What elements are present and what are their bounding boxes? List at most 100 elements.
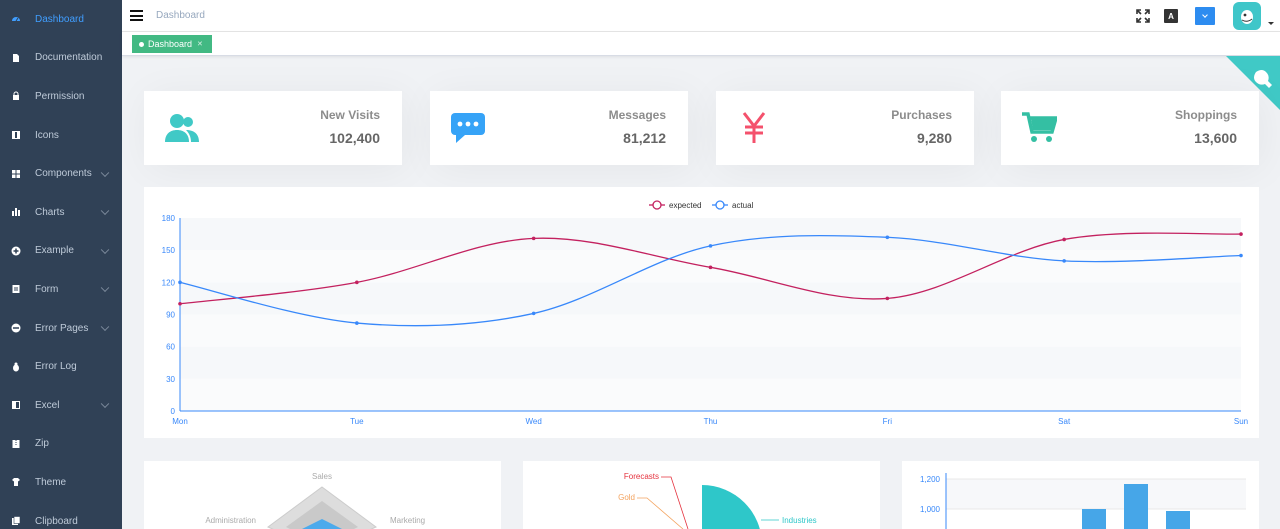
bug-icon xyxy=(11,362,21,372)
sidebar-item-label: Components xyxy=(35,168,92,180)
data-point-actual[interactable] xyxy=(531,311,536,316)
pie-label: Industries xyxy=(782,516,817,525)
data-point-actual[interactable] xyxy=(1062,259,1066,263)
github-corner-icon[interactable] xyxy=(1226,56,1280,110)
breadcrumb[interactable]: Dashboard xyxy=(156,10,205,21)
avatar-image xyxy=(1241,10,1253,24)
sidebar-item-label: Theme xyxy=(35,476,67,488)
panel-value: 13,600 xyxy=(1194,130,1237,146)
y-tick-label: 1,200 xyxy=(920,475,941,484)
sidebar-item-label: Clipboard xyxy=(35,515,78,527)
sidebar-item-label: Dashboard xyxy=(35,13,84,25)
avatar-caret-icon[interactable] xyxy=(1268,22,1274,25)
line-chart-card: 0 30 60 90 120 150 180 Mon Tue Wed Thu Fri Sat Sun exp… xyxy=(144,187,1259,438)
sidebar-item-components[interactable]: Components xyxy=(0,154,122,193)
lock-icon xyxy=(11,91,21,101)
panel-text: Purchases 9,280 xyxy=(891,108,952,146)
tag-dashboard[interactable]: Dashboard ✕ xyxy=(132,35,212,53)
x-tick-label: Sat xyxy=(1058,417,1071,426)
panel-purchases[interactable]: Purchases 9,280 xyxy=(716,91,974,165)
language-icon[interactable]: A xyxy=(1164,9,1178,23)
tags-view: Dashboard ✕ xyxy=(122,32,1280,56)
radar-indicator-label: Marketing xyxy=(390,516,425,525)
pie-slice-industries[interactable] xyxy=(702,485,762,529)
sidebar-item-form[interactable]: Form xyxy=(0,270,122,309)
sidebar-item-excel[interactable]: Excel xyxy=(0,386,122,425)
data-point-actual[interactable] xyxy=(178,280,182,285)
x-tick-label: Tue xyxy=(350,417,364,426)
chevron-down-icon xyxy=(100,168,110,177)
legend-label: expected xyxy=(669,201,701,210)
panel-value: 102,400 xyxy=(329,130,380,146)
legend-item-expected[interactable]: expected xyxy=(649,200,701,210)
sidebar-item-label: Documentation xyxy=(35,52,103,64)
data-point-expected[interactable] xyxy=(708,265,713,270)
data-point-actual[interactable] xyxy=(1239,253,1243,258)
bar[interactable] xyxy=(1166,511,1190,529)
panel-text: Messages 81,212 xyxy=(609,108,666,146)
tag-label: Dashboard xyxy=(148,39,193,49)
theme-icon xyxy=(11,477,21,487)
y-tick-label: 30 xyxy=(166,375,175,384)
bar[interactable] xyxy=(1082,509,1106,529)
sidebar-item-error-log[interactable]: Error Log xyxy=(0,347,122,386)
panel-label: New Visits xyxy=(320,108,380,122)
y-tick-label: 60 xyxy=(166,343,175,352)
data-point-expected[interactable] xyxy=(531,236,536,241)
legend-item-actual[interactable]: actual xyxy=(712,200,754,210)
panel-value: 9,280 xyxy=(916,130,952,146)
sidebar-item-documentation[interactable]: Documentation xyxy=(0,39,122,78)
radar-indicator-label: Sales xyxy=(312,472,332,481)
sidebar-item-label: Charts xyxy=(35,206,65,218)
sidebar-item-charts[interactable]: Charts xyxy=(0,193,122,232)
bar-chart: 1,200 1,000 xyxy=(920,473,1246,529)
data-point-expected[interactable] xyxy=(1239,232,1243,236)
grid-band xyxy=(180,378,1241,411)
hamburger-icon[interactable] xyxy=(130,10,143,21)
sidebar-item-example[interactable]: Example xyxy=(0,232,122,271)
close-icon[interactable]: ✕ xyxy=(197,41,203,48)
sidebar-item-dashboard[interactable]: Dashboard xyxy=(0,0,122,39)
navbar: Dashboard A xyxy=(122,0,1280,32)
x-tick-label: Mon xyxy=(172,417,188,426)
panel-shoppings[interactable]: Shoppings 13,600 xyxy=(1001,91,1259,165)
legend-marker xyxy=(715,200,725,210)
panel-label: Messages xyxy=(608,108,666,122)
panel-text: Shoppings 13,600 xyxy=(1175,108,1237,146)
documentation-icon xyxy=(11,53,21,63)
icons-icon xyxy=(11,130,21,140)
grid-band xyxy=(180,314,1241,347)
sidebar-item-permission[interactable]: Permission xyxy=(0,77,122,116)
data-point-expected[interactable] xyxy=(1062,237,1066,242)
shopping-cart-icon xyxy=(1021,112,1059,144)
size-select-icon[interactable] xyxy=(1195,7,1215,25)
sidebar-item-clipboard[interactable]: Clipboard xyxy=(0,502,122,529)
radar-grid-inner xyxy=(286,501,358,529)
data-point-actual[interactable] xyxy=(355,321,359,325)
panel-value: 81,212 xyxy=(623,130,666,146)
excel-icon xyxy=(11,400,21,410)
radar-indicator-label: Administration xyxy=(205,516,256,525)
data-point-expected[interactable] xyxy=(178,301,182,306)
sidebar-item-zip[interactable]: Zip xyxy=(0,425,122,464)
pie-label: Forecasts xyxy=(624,472,659,481)
sidebar-item-icons[interactable]: Icons xyxy=(0,116,122,155)
panel-messages[interactable]: Messages 81,212 xyxy=(430,91,688,165)
bar[interactable] xyxy=(1124,484,1148,529)
fullscreen-icon[interactable] xyxy=(1136,9,1150,23)
panel-label: Shoppings xyxy=(1175,108,1237,122)
sidebar-item-theme[interactable]: Theme xyxy=(0,463,122,502)
data-point-actual[interactable] xyxy=(708,244,713,248)
radar-chart: Sales Administration Marketing xyxy=(205,472,425,529)
data-point-actual[interactable] xyxy=(885,235,890,240)
data-point-expected[interactable] xyxy=(885,296,890,301)
legend-marker xyxy=(652,200,662,210)
panel-new-visits[interactable]: New Visits 102,400 xyxy=(144,91,402,165)
avatar[interactable] xyxy=(1233,2,1261,30)
data-point-expected[interactable] xyxy=(355,280,359,285)
sidebar-item-label: Form xyxy=(35,283,59,295)
y-tick-label: 150 xyxy=(162,246,176,255)
sidebar-item-error-pages[interactable]: Error Pages xyxy=(0,309,122,348)
form-icon xyxy=(11,284,21,294)
x-tick-label: Wed xyxy=(526,417,542,426)
